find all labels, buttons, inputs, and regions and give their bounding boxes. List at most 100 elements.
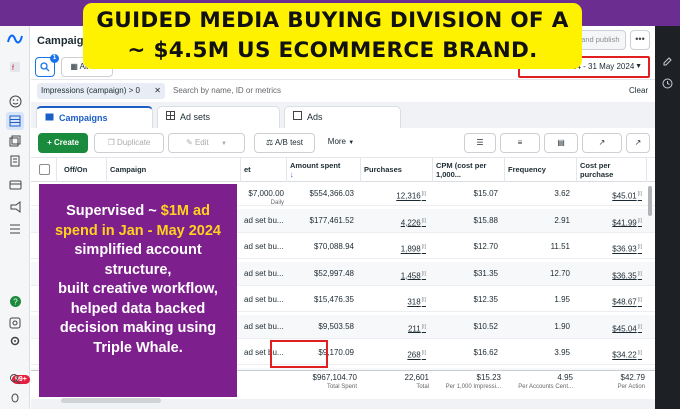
help-icon[interactable]: ? xyxy=(6,292,24,310)
cell-campaign-name-value: ad set bu... xyxy=(244,348,284,357)
metrics-search-input[interactable]: Search by name, ID or metrics xyxy=(173,86,282,95)
select-all-checkbox[interactable] xyxy=(39,164,50,175)
column-amount-spent[interactable]: Amount spent ↓ xyxy=(287,158,361,182)
pencil-icon[interactable] xyxy=(661,56,674,69)
cell-purchases[interactable]: 268[i] xyxy=(361,341,429,365)
column-cost-per-purchase[interactable]: Cost per purchase xyxy=(577,158,647,182)
cell-purchases[interactable]: 318[i] xyxy=(361,288,429,312)
billing-icon[interactable] xyxy=(6,176,24,194)
pencil-icon: ✎ xyxy=(186,138,193,147)
document-icon[interactable] xyxy=(6,152,24,170)
filter-chip[interactable]: Impressions (campaign) > 0 ✕ xyxy=(37,83,165,99)
vertical-scrollbar[interactable] xyxy=(648,186,652,216)
cell-cost-per-purchase[interactable]: $36.93[i] xyxy=(577,235,645,259)
columns-button[interactable]: ☰ xyxy=(464,133,496,153)
info-icon: [i] xyxy=(421,350,426,356)
create-button[interactable]: + Create xyxy=(38,133,88,153)
column-campaign[interactable]: Campaign xyxy=(107,158,241,182)
tab-adsets[interactable]: Ad sets xyxy=(157,106,280,128)
chevron-down-icon: ▼ xyxy=(221,141,227,147)
settings-icon[interactable] xyxy=(6,332,24,350)
breakdown-button[interactable]: ≡ xyxy=(500,133,540,153)
bug-icon[interactable] xyxy=(6,388,24,406)
duplicate-button[interactable]: ❐ Duplicate xyxy=(94,133,164,153)
cell-cost-per-purchase[interactable]: $45.01[i] xyxy=(577,182,645,206)
edit-button[interactable]: ✎ Edit ▼ xyxy=(168,133,245,153)
close-icon[interactable]: ✕ xyxy=(154,86,161,95)
total-frequency: 4.95 Per Accounts Cent... xyxy=(505,373,573,390)
table-row[interactable]: $7,000.00 Daily $554,366.03 12,316[i] $15.07… xyxy=(31,182,655,206)
cell-campaign-name: ad set bu... xyxy=(241,235,287,259)
cell-frequency-value: 3.62 xyxy=(554,189,570,198)
cell-campaign-name: ad set bu... xyxy=(241,262,287,286)
meta-logo-icon[interactable] xyxy=(6,30,24,48)
export-button[interactable]: ↗ xyxy=(582,133,622,153)
promo-highlight-2: spend in Jan - May 2024 xyxy=(54,222,221,239)
clear-filters-button[interactable]: Clear xyxy=(629,86,649,95)
cell-purchases[interactable]: 1,898[i] xyxy=(361,235,429,259)
search-nav-icon[interactable] xyxy=(6,370,24,388)
tabs: Campaigns Ad sets Ads xyxy=(31,102,655,128)
info-icon: [i] xyxy=(637,297,642,303)
total-cpm-label: Per 1,000 Impressi... xyxy=(445,384,501,390)
chart-button[interactable]: ↗ xyxy=(626,133,650,153)
cell-purchases[interactable]: 211[i] xyxy=(361,315,429,339)
ab-test-button[interactable]: ⚖ A/B test xyxy=(254,133,315,153)
more-label: More xyxy=(327,137,347,146)
smile-icon[interactable] xyxy=(6,92,24,110)
export-icon: ↗ xyxy=(598,138,606,147)
more-button[interactable]: More ▼ xyxy=(320,133,362,153)
notifications-icon[interactable] xyxy=(6,314,24,332)
cell-purchases[interactable]: 1,458[i] xyxy=(361,262,429,286)
column-off-on[interactable]: Off/On xyxy=(61,158,107,182)
history-icon[interactable] xyxy=(661,78,674,91)
table-row[interactable]: ad set bu... $15,476.35 318[i] $12.35 1.95 $4… xyxy=(31,288,655,312)
info-icon: [i] xyxy=(421,297,426,303)
cell-frequency-value: 11.51 xyxy=(550,242,570,251)
megaphone-icon[interactable] xyxy=(6,198,24,216)
cell-purchases-value: 268 xyxy=(407,350,421,360)
flask-icon: ⚖ xyxy=(266,138,274,147)
cell-cost-per-purchase[interactable]: $45.04[i] xyxy=(577,315,645,339)
horizontal-scrollbar[interactable] xyxy=(61,398,161,403)
svg-text:f: f xyxy=(12,65,14,72)
promo-line-1: Supervised ~ $1M ad xyxy=(39,202,237,222)
cell-amount-spent-value: $9,503.58 xyxy=(318,321,354,331)
cell-cost-per-purchase[interactable]: $34.22[i] xyxy=(577,341,645,365)
total-spent-label: Total Spent xyxy=(326,384,357,390)
cell-cost-per-purchase[interactable]: $41.99[i] xyxy=(577,209,645,233)
cell-cost-per-purchase[interactable]: $48.67[i] xyxy=(577,288,645,312)
column-frequency[interactable]: Frequency xyxy=(505,158,577,182)
cell-cpm: $12.70 xyxy=(433,235,501,259)
table-icon[interactable] xyxy=(6,112,24,130)
cell-purchases[interactable]: 4,226[i] xyxy=(361,209,429,233)
cell-cost-per-purchase-value: $34.22 xyxy=(612,350,637,360)
pages-icon[interactable] xyxy=(6,132,24,150)
total-cpp-label: Per Action xyxy=(617,384,645,390)
breakdown-icon: ≡ xyxy=(517,138,523,147)
more-options-button[interactable]: ••• xyxy=(630,30,650,50)
cell-cpm-value: $15.88 xyxy=(473,215,498,225)
notification-badge: 99+ xyxy=(12,375,30,384)
menu-icon[interactable] xyxy=(6,220,24,238)
search-toggle-button[interactable] xyxy=(35,57,55,77)
reports-icon: ▤ xyxy=(557,138,565,147)
edit-label: Edit xyxy=(194,138,209,147)
account-icon[interactable]: f xyxy=(6,58,24,76)
promo-highlight-1: $1M ad xyxy=(160,203,210,219)
cell-purchases[interactable]: 12,316[i] xyxy=(361,182,429,206)
cell-cost-per-purchase[interactable]: $36.35[i] xyxy=(577,262,645,286)
chevron-down-icon: ▼ xyxy=(635,63,642,70)
info-icon: [i] xyxy=(421,244,426,250)
table-row[interactable]: ad set bu... $70,088.94 1,898[i] $12.70 11.5… xyxy=(31,235,655,259)
column-budget[interactable]: et xyxy=(241,158,287,182)
column-purchases[interactable]: Purchases xyxy=(361,158,433,182)
total-spent: $967,104.70 Total Spent xyxy=(287,373,358,390)
cell-amount-spent: $9,170.09 xyxy=(287,341,357,365)
reports-button[interactable]: ▤ xyxy=(544,133,578,153)
tab-ads[interactable]: Ads xyxy=(284,106,401,128)
tab-campaigns[interactable]: Campaigns xyxy=(36,106,153,128)
table-row[interactable]: ad set bu... $9,170.09 268[i] $16.62 3.95 $34… xyxy=(31,341,655,365)
total-cpp: $42.79 Per Action xyxy=(577,373,645,390)
column-cpm[interactable]: CPM (cost per 1,000... xyxy=(433,158,505,182)
